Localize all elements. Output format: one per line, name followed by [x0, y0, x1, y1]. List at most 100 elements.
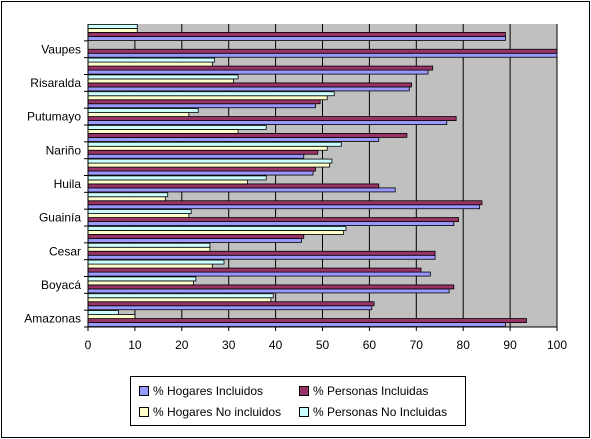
bar: [87, 238, 302, 243]
bar: [87, 175, 267, 181]
bar: [87, 141, 342, 147]
bar: [87, 288, 450, 294]
bar: [87, 183, 380, 189]
bar: [87, 305, 373, 311]
bar: [87, 149, 319, 155]
category-label: Boyacá: [41, 278, 81, 292]
x-tick-label: 0: [85, 338, 92, 352]
gridlines: [134, 24, 558, 327]
bar: [87, 221, 455, 226]
category-label: Huila: [54, 177, 82, 191]
bar: [87, 158, 333, 164]
bar: [87, 162, 330, 168]
x-tick-label: 60: [363, 338, 377, 352]
bar: [87, 95, 328, 101]
x-tick-label: 30: [222, 338, 236, 352]
category-label: Putumayo: [27, 110, 81, 124]
bar: [87, 204, 481, 210]
bar: [87, 153, 305, 159]
bar: [87, 116, 457, 121]
bar: [87, 145, 328, 151]
bar: [87, 301, 375, 307]
bar: [87, 170, 314, 176]
bar: [87, 166, 316, 172]
bar: [87, 86, 410, 92]
x-tick-label: 70: [410, 338, 424, 352]
category-label: Risaralda: [30, 76, 81, 90]
bar: [87, 284, 455, 290]
category-label: Guainía: [39, 211, 81, 225]
category-label: Vaupes: [41, 42, 81, 56]
bar: [87, 57, 216, 63]
legend-label: % Hogares Incluidos: [153, 384, 264, 398]
bar: [87, 322, 506, 327]
bar: [87, 267, 422, 273]
bar: [87, 297, 272, 303]
bar: [87, 310, 119, 315]
legend-swatch: [299, 407, 309, 417]
legend-label: % Personas No Incluidas: [313, 405, 448, 419]
bar: [87, 276, 197, 282]
bar: [87, 314, 136, 319]
bar: [87, 74, 239, 80]
x-tick-label: 100: [547, 338, 567, 352]
bar: [87, 24, 138, 29]
bar: [87, 112, 190, 117]
legend-swatch: [299, 386, 309, 396]
legend-swatch: [139, 407, 149, 417]
bar: [87, 32, 506, 37]
bar: [87, 318, 527, 323]
bar: [87, 108, 199, 113]
bar: [87, 133, 408, 138]
bar: [87, 179, 248, 185]
legend-label: % Personas Incluidas: [313, 384, 429, 398]
category-label: Cesar: [49, 244, 81, 258]
bar: [87, 137, 380, 142]
x-tick-label: 40: [269, 338, 283, 352]
bar: [87, 28, 138, 33]
bar: [87, 48, 558, 54]
bar: [87, 213, 190, 218]
bar: [87, 293, 274, 299]
bar: [87, 250, 436, 256]
bar: [87, 78, 234, 84]
bar: [87, 187, 396, 193]
category-labels: Amazonas Boyacá Cesar Guainía Huila Nariño Put…: [24, 40, 88, 328]
bar: [87, 129, 239, 134]
bar: [87, 200, 483, 206]
legend-swatch: [139, 386, 149, 396]
bar: [87, 69, 429, 75]
bar: [87, 280, 194, 286]
bar: [87, 36, 506, 41]
bar: [87, 254, 436, 260]
bar: [87, 196, 166, 202]
bar: [87, 192, 169, 198]
x-tick-label: 80: [457, 338, 471, 352]
x-tick-label: 10: [128, 338, 142, 352]
bar: [87, 230, 345, 235]
bar: [87, 217, 459, 222]
x-tick-labels: 0 10 20 30 40 50 60 70 80 90 100: [85, 327, 567, 352]
bar: [87, 246, 211, 252]
bar: [87, 61, 213, 67]
bar: [87, 82, 413, 88]
bar: [87, 259, 225, 265]
bar: [87, 226, 347, 231]
bar: [87, 99, 321, 105]
bar: [87, 91, 335, 97]
category-label: Amazonas: [24, 312, 81, 326]
legend: % Hogares Incluidos % Personas Incluidas…: [130, 376, 466, 426]
bar: [87, 234, 305, 239]
bar: [87, 52, 558, 58]
bar: [87, 65, 434, 71]
bar: [87, 271, 431, 277]
x-tick-label: 90: [503, 338, 517, 352]
bar: [87, 263, 213, 269]
bar: [87, 209, 192, 214]
bar: [87, 120, 448, 125]
bar: [87, 242, 211, 248]
category-label: Nariño: [46, 143, 82, 157]
legend-label: % Hogares No incluidos: [153, 405, 282, 419]
bar: [87, 125, 267, 130]
